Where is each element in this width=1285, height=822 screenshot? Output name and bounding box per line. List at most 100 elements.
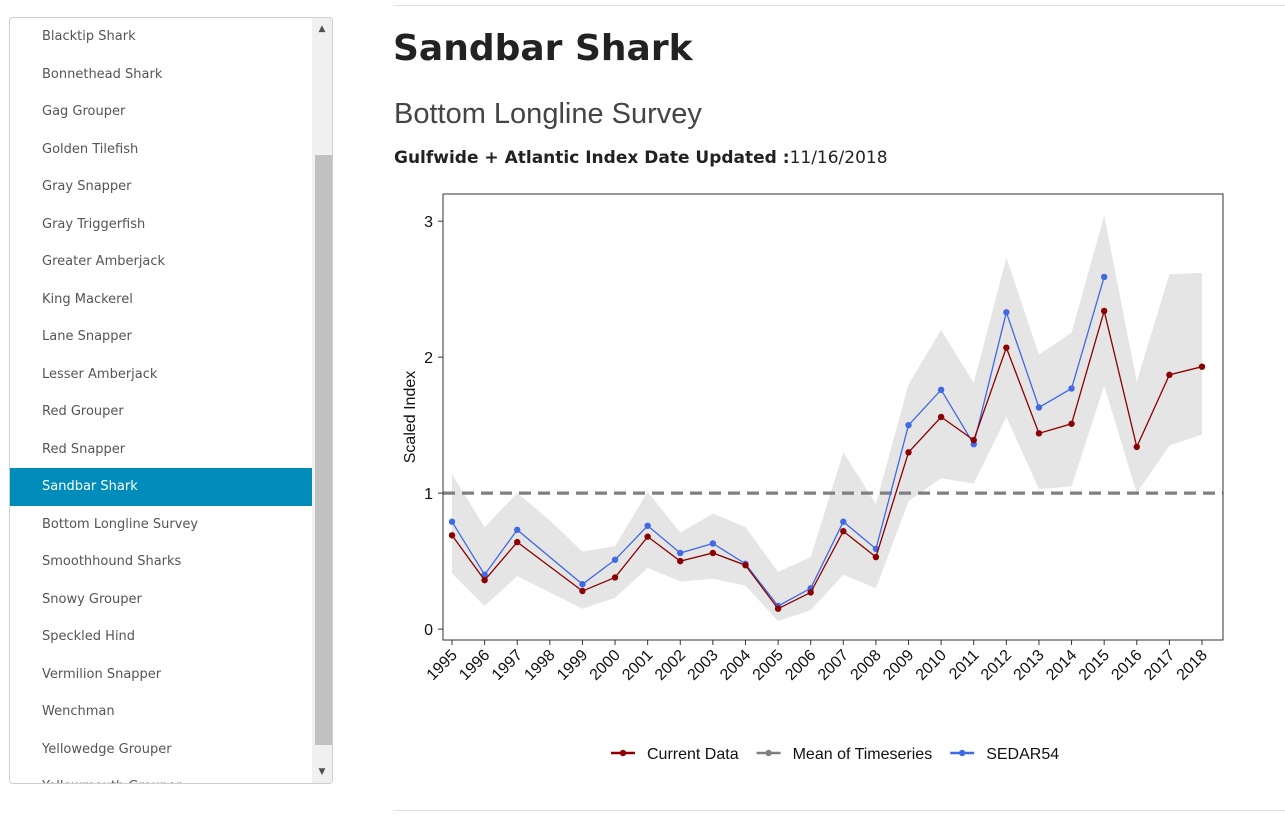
x-tick-label: 2013: [1011, 647, 1048, 684]
current-data-point: [644, 533, 651, 540]
sidebar-item[interactable]: Lane Snapper: [42, 329, 132, 344]
y-axis-label: Scaled Index: [402, 371, 419, 464]
current-data-point: [481, 576, 488, 584]
sidebar-item[interactable]: Sandbar Shark: [10, 468, 313, 506]
x-tick-label: 2011: [946, 647, 982, 683]
sidebar-item[interactable]: Bonnethead Shark: [42, 66, 163, 82]
current-data-point: [579, 587, 586, 595]
x-tick-label: 2018: [1174, 647, 1211, 684]
sedar54-point: [1035, 404, 1043, 411]
current-data-point: [840, 528, 847, 535]
sedar54-point: [905, 421, 912, 429]
confidence-band: [452, 215, 1202, 621]
current-data-point: [1198, 363, 1206, 370]
sidebar-item[interactable]: Gray Snapper: [42, 179, 132, 194]
bottom-divider: [393, 810, 1285, 811]
mean-of-timeseries-legend-point: [765, 749, 772, 757]
current-data-point: [1166, 371, 1173, 379]
sidebar-item[interactable]: Blacktip Shark: [42, 29, 136, 44]
index-chart: 0 1 2 3 199519961997199819992000200120022003…: [402, 193, 1224, 763]
sidebar-item[interactable]: Snowy Grouper: [42, 591, 142, 607]
species-list: Blacktip Shark Bonnethead Shark Gag Groupe…: [10, 18, 313, 783]
current-data-point: [1100, 307, 1108, 315]
x-tick-label: 2002: [652, 647, 689, 684]
sedar54-point: [1068, 385, 1075, 392]
sidebar-item[interactable]: Speckled Hind: [42, 629, 136, 644]
sidebar-item[interactable]: Lesser Amberjack: [42, 366, 158, 382]
sidebar-item[interactable]: King Mackerel: [42, 291, 133, 307]
current-data-point: [448, 532, 456, 539]
current-data-point: [514, 538, 521, 546]
sidebar-item[interactable]: Yellowmouth Grouper: [10, 768, 313, 783]
x-tick-label: 2007: [815, 647, 852, 684]
x-tick-label: 2010: [913, 647, 950, 684]
current-data-legend-label: Current Data: [647, 746, 739, 763]
x-tick-label: 1998: [521, 647, 558, 684]
current-data-point: [937, 413, 945, 421]
x-tick-label: 2015: [1076, 647, 1113, 684]
sedar54-point: [514, 526, 521, 534]
sedar54-point: [840, 518, 847, 525]
sedar54-point: [611, 556, 619, 563]
sidebar-item[interactable]: Gray Triggerfish: [42, 216, 146, 232]
x-tick-label: 2012: [978, 647, 1015, 684]
sedar54-point: [709, 540, 717, 547]
sedar54-point: [677, 549, 684, 557]
sidebar-item[interactable]: Red Grouper: [42, 404, 124, 419]
species-list-panel: Blacktip Shark Bonnethead Shark Gag Groupe…: [9, 17, 333, 784]
current-data-point: [872, 553, 880, 561]
x-tick-label: 1996: [456, 647, 493, 684]
sidebar-item[interactable]: Red Snapper: [42, 441, 126, 457]
sidebar-item[interactable]: Smoothhound Sharks: [42, 554, 182, 569]
x-tick-label: 2017: [1141, 647, 1178, 684]
survey-subtitle: Bottom Longline Survey: [394, 98, 702, 130]
current-data-legend-point: [619, 749, 627, 757]
y-tick-label: 0: [424, 622, 433, 639]
x-tick-label: 2000: [587, 647, 624, 684]
update-label: Gulfwide + Atlantic Index Date Updated :: [394, 148, 790, 168]
x-tick-label: 2005: [750, 647, 787, 684]
scroll-up-arrow-icon[interactable]: ▲: [318, 24, 326, 34]
x-tick-label: 2014: [1043, 647, 1080, 684]
current-data-point: [1003, 344, 1010, 351]
update-info: Gulfwide + Atlantic Index Date Updated :…: [394, 148, 888, 168]
sedar54-point: [1003, 309, 1010, 316]
x-tick-label: 2009: [880, 647, 917, 684]
sidebar-item[interactable]: Bottom Longline Survey: [42, 516, 199, 532]
sidebar-item[interactable]: Yellowedge Grouper: [42, 741, 172, 757]
legend: Current Data Mean of Timeseries SEDAR54: [611, 746, 1059, 763]
current-data-point: [742, 562, 749, 569]
scroll-down-arrow-icon[interactable]: ▼: [318, 767, 326, 777]
plot-border: [442, 193, 1224, 641]
series-lines: [448, 273, 1206, 612]
x-tick-label: 2001: [619, 647, 656, 684]
x-tick-label: 1995: [424, 647, 461, 684]
sedar54-point: [448, 518, 456, 525]
sedar54-point: [644, 522, 651, 529]
update-date: 11/16/2018: [789, 148, 888, 168]
current-data-point: [905, 449, 912, 456]
sidebar-item[interactable]: Vermilion Snapper: [42, 666, 162, 682]
sidebar-item[interactable]: Wenchman: [42, 704, 115, 719]
x-tick-label: 2003: [685, 647, 722, 684]
sidebar-item[interactable]: Greater Amberjack: [42, 254, 166, 269]
species-list-viewport: Blacktip Shark Bonnethead Shark Gag Groupe…: [10, 18, 313, 783]
sedar54-point: [481, 571, 488, 578]
scrollbar-thumb[interactable]: [315, 155, 332, 745]
current-data-point: [611, 574, 619, 581]
current-data-point: [1133, 443, 1140, 451]
sedar54-line: [451, 276, 1105, 607]
sidebar-item[interactable]: Golden Tilefish: [42, 141, 139, 157]
sedar54-legend-point: [959, 749, 966, 757]
sedar54-point: [1100, 273, 1108, 281]
y-tick-label: 1: [424, 486, 433, 503]
current-data-point: [677, 557, 684, 565]
scrollbar[interactable]: ▲ ▼: [312, 18, 332, 783]
x-tick-label: 1997: [489, 647, 526, 684]
y-tick-label: 3: [424, 214, 433, 231]
current-data-point: [1035, 430, 1043, 437]
current-data-point: [807, 589, 814, 596]
x-tick-label: 2008: [848, 647, 885, 684]
mean-of-timeseries-legend-label: Mean of Timeseries: [793, 746, 933, 763]
sidebar-item[interactable]: Gag Grouper: [42, 104, 126, 119]
